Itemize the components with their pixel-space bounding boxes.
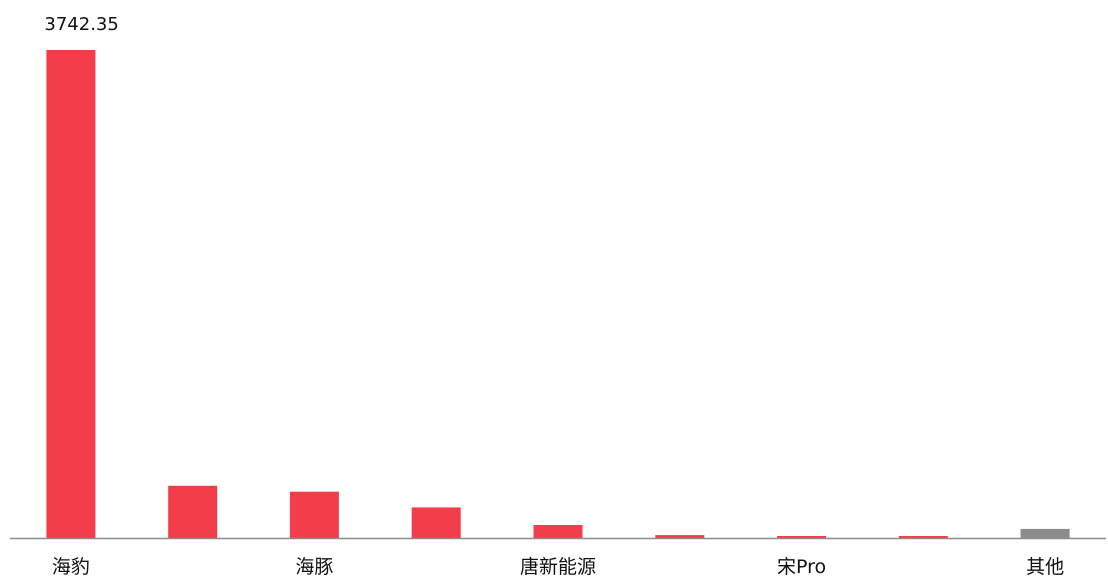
- bars-group: [46, 50, 1070, 538]
- x-tick-label-1: 海豹: [52, 556, 90, 578]
- bar-6: [655, 535, 705, 538]
- bar-8: [898, 536, 948, 538]
- bar-7: [777, 536, 827, 538]
- bar-1: [46, 50, 96, 538]
- x-tick-labels-group: 海豹 海豚 唐新能源 宋Pro 其他: [52, 556, 1064, 578]
- x-tick-label-3: 海豚: [295, 556, 333, 578]
- x-tick-label-7: 宋Pro: [777, 556, 826, 578]
- bar-5: [533, 525, 583, 538]
- bar-3: [289, 491, 339, 538]
- bar-4: [411, 507, 461, 538]
- bar-2: [168, 485, 218, 538]
- x-tick-label-5: 唐新能源: [520, 556, 596, 578]
- data-labels-group: 3742.35: [44, 14, 118, 35]
- data-label-1: 3742.35: [44, 14, 118, 35]
- x-tick-label-9: 其他: [1026, 556, 1064, 578]
- bar-9: [1020, 528, 1070, 538]
